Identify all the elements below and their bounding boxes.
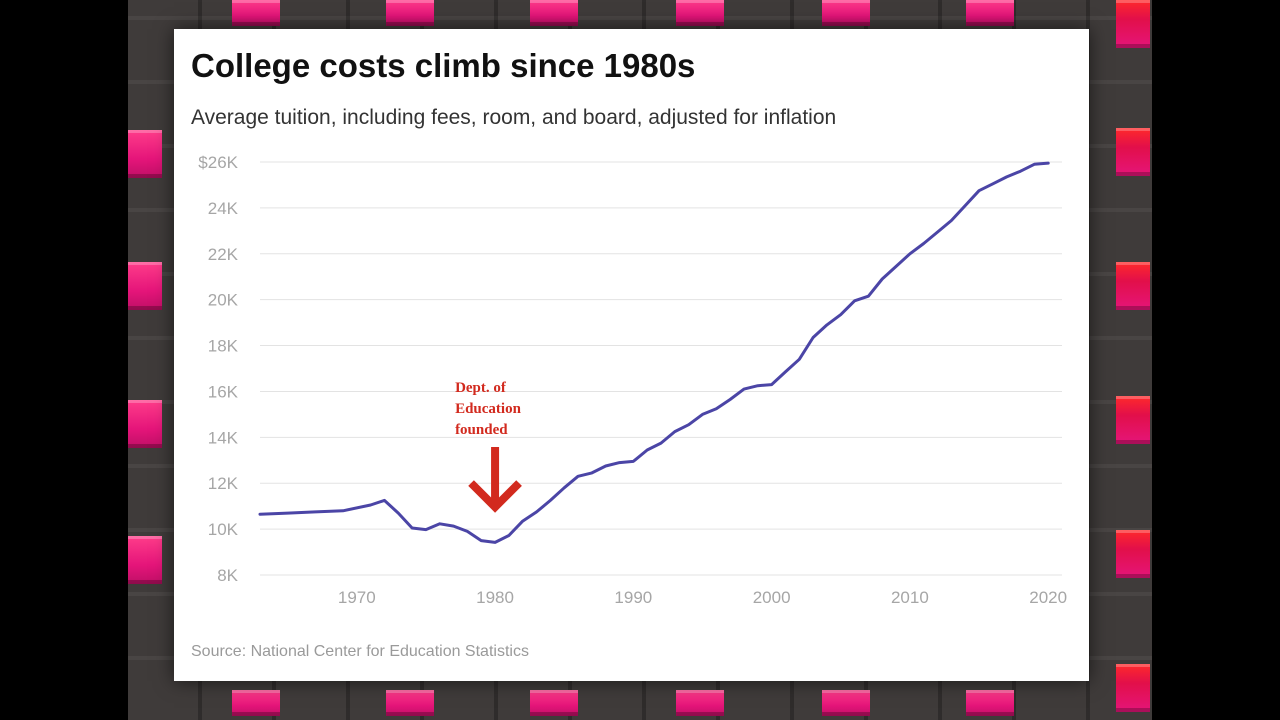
chart-title: College costs climb since 1980s xyxy=(191,47,696,84)
background-tile xyxy=(128,262,162,310)
x-tick-label: 2020 xyxy=(1029,588,1067,607)
background-tile xyxy=(128,536,162,584)
background-tile xyxy=(128,130,162,178)
x-tick-label: 2010 xyxy=(891,588,929,607)
x-tick-label: 2000 xyxy=(753,588,791,607)
background-tile xyxy=(128,400,162,448)
y-tick-label: 12K xyxy=(208,474,239,493)
y-axis-ticks: 8K 10K 12K 14K 16K 18K 20K 22K 24K $26K xyxy=(198,153,238,585)
series-line xyxy=(258,161,1050,544)
background-tile xyxy=(1116,262,1150,310)
background-tile xyxy=(386,690,434,716)
y-tick-label: 8K xyxy=(217,566,238,585)
x-tick-label: 1970 xyxy=(338,588,376,607)
source-note: Source: National Center for Education St… xyxy=(191,643,529,660)
background-tile xyxy=(1116,0,1150,48)
background-tile xyxy=(530,0,578,26)
background-tile xyxy=(1116,128,1150,176)
background-tile xyxy=(232,690,280,716)
chart-subtitle: Average tuition, including fees, room, a… xyxy=(191,106,837,129)
annotation-label: founded xyxy=(455,422,508,438)
background-tile xyxy=(1116,530,1150,578)
y-tick-label: 16K xyxy=(208,382,239,401)
y-tick-label: 20K xyxy=(208,291,239,310)
series-layer xyxy=(258,161,1050,544)
background-tile xyxy=(822,690,870,716)
x-axis-ticks: 1970 1980 1990 2000 2010 2020 xyxy=(338,588,1067,607)
background-tile xyxy=(822,0,870,26)
y-tick-label: 10K xyxy=(208,520,239,539)
y-tick-label: 24K xyxy=(208,199,239,218)
background-tile xyxy=(386,0,434,26)
background-tile xyxy=(1116,396,1150,444)
background-tile xyxy=(232,0,280,26)
y-tick-label: 18K xyxy=(208,337,239,356)
x-tick-label: 1980 xyxy=(476,588,514,607)
background-tile xyxy=(676,690,724,716)
x-tick-label: 1990 xyxy=(614,588,652,607)
background-tile xyxy=(1116,664,1150,712)
annotation-layer: Dept. of Education founded xyxy=(455,380,522,513)
y-tick-label: 14K xyxy=(208,428,239,447)
annotation-label: Dept. of xyxy=(455,380,507,396)
chart-card: 8K 10K 12K 14K 16K 18K 20K 22K 24K $26K 1970 1980 1… xyxy=(174,29,1089,681)
background-tile xyxy=(966,0,1014,26)
y-tick-label: $26K xyxy=(198,153,238,172)
background-tile xyxy=(966,690,1014,716)
annotation-label: Education xyxy=(455,401,522,417)
down-arrow-icon xyxy=(468,447,522,513)
grid-lines xyxy=(260,161,1062,576)
background-tile xyxy=(676,0,724,26)
background-tile xyxy=(530,690,578,716)
y-tick-label: 22K xyxy=(208,245,239,264)
